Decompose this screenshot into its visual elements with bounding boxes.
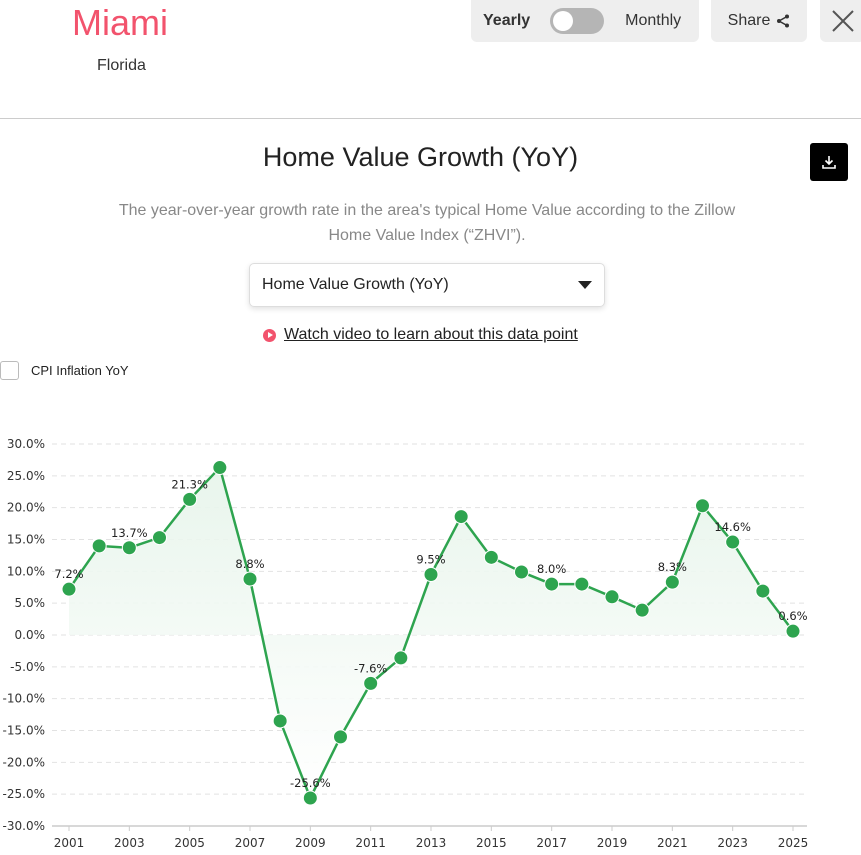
data-point-2018 (574, 576, 590, 592)
y-tick-label: 5.0% (15, 596, 46, 610)
data-point-2009 (302, 790, 318, 806)
data-point-2023 (725, 534, 741, 550)
data-point-2012 (393, 650, 409, 666)
cpi-label: CPI Inflation YoY (31, 363, 129, 378)
data-point-2025 (785, 623, 801, 639)
data-point-2014 (453, 509, 469, 525)
data-label-2025: 0.6% (778, 609, 807, 623)
y-tick-label: -15.0% (3, 724, 45, 738)
cpi-inflation-toggle[interactable]: CPI Inflation YoY (0, 361, 129, 380)
x-tick-label: 2003 (114, 836, 145, 850)
data-label-2021: 8.3% (658, 560, 687, 574)
close-button[interactable] (820, 0, 861, 42)
y-tick-label: 25.0% (7, 469, 45, 483)
watch-video-label: Watch video to learn about this data poi… (284, 326, 578, 343)
toggle-monthly-label[interactable]: Monthly (625, 12, 682, 29)
x-tick-label: 2009 (295, 836, 326, 850)
data-point-2015 (483, 549, 499, 565)
state-name: Florida (97, 57, 146, 74)
data-point-2017 (544, 576, 560, 592)
data-label-2003: 13.7% (111, 526, 148, 540)
cpi-checkbox[interactable] (0, 361, 19, 380)
y-tick-label: -30.0% (3, 819, 45, 833)
data-point-2006 (212, 460, 228, 476)
y-tick-label: 20.0% (7, 501, 45, 515)
download-icon (822, 156, 836, 169)
data-point-2013 (423, 567, 439, 583)
x-tick-label: 2019 (597, 836, 628, 850)
x-tick-label: 2007 (235, 836, 266, 850)
x-tick-label: 2023 (717, 836, 748, 850)
data-point-2004 (152, 530, 167, 546)
data-label-2023: 14.6% (714, 520, 751, 534)
close-icon (831, 10, 854, 32)
area-fill (69, 467, 793, 798)
data-point-2005 (182, 491, 198, 507)
data-point-2008 (272, 713, 288, 729)
x-tick-label: 2001 (54, 836, 85, 850)
data-point-2019 (604, 589, 620, 605)
caret-down-icon (578, 281, 592, 289)
x-tick-label: 2017 (536, 836, 567, 850)
y-tick-label: -5.0% (10, 660, 45, 674)
y-tick-label: -10.0% (3, 692, 45, 706)
share-button[interactable]: Share (711, 0, 807, 42)
metric-select-value: Home Value Growth (YoY) (262, 276, 449, 293)
data-label-2017: 8.0% (537, 562, 566, 576)
metric-select[interactable]: Home Value Growth (YoY) (249, 263, 605, 307)
download-button[interactable] (810, 143, 848, 181)
data-point-2016 (514, 564, 529, 580)
header-divider (0, 118, 861, 119)
growth-chart: 30.0% 25.0% 20.0% 15.0% 10.0% 5.0% 0.0% -5.0% -1… (3, 437, 809, 850)
y-tick-label: 30.0% (7, 437, 45, 451)
data-point-2022 (695, 498, 710, 514)
chart-title: Home Value Growth (YoY) (262, 142, 579, 172)
data-point-2020 (634, 602, 650, 618)
data-point-2024 (755, 583, 771, 599)
period-switch[interactable] (550, 8, 605, 34)
data-point-2002 (91, 538, 107, 554)
data-label-2007: 8.8% (235, 557, 264, 571)
toggle-yearly-label[interactable]: Yearly (483, 12, 531, 29)
switch-knob (553, 11, 574, 31)
data-point-2007 (242, 571, 258, 587)
x-tick-label: 2013 (416, 836, 447, 850)
share-icon (777, 14, 790, 28)
y-tick-label: 15.0% (7, 533, 45, 547)
watch-video-link[interactable]: Watch video to learn about this data poi… (263, 326, 578, 344)
data-label-2001: 7.2% (54, 567, 83, 581)
x-tick-label: 2011 (355, 836, 386, 850)
period-toggle: Yearly Monthly (471, 0, 699, 42)
chart-description: The year-over-year growth rate in the ar… (118, 202, 736, 244)
data-point-2010 (333, 729, 348, 745)
y-tick-label: 10.0% (7, 564, 45, 578)
x-tick-label: 2025 (778, 836, 809, 850)
play-icon (263, 328, 276, 342)
data-label-2005: 21.3% (171, 477, 208, 491)
x-tick-label: 2015 (476, 836, 507, 850)
x-tick-label: 2021 (657, 836, 688, 850)
data-label-2013: 9.5% (416, 553, 445, 567)
x-tick-label: 2005 (174, 836, 205, 850)
data-point-2003 (121, 540, 137, 556)
data-point-2001 (61, 581, 77, 597)
city-name: Miami (72, 2, 168, 43)
share-label: Share (727, 12, 771, 29)
data-label-2009: -25.6% (290, 776, 331, 790)
data-point-2021 (664, 574, 680, 590)
data-point-2011 (363, 675, 379, 691)
y-tick-label: 0.0% (15, 628, 46, 642)
y-tick-label: -25.0% (3, 787, 45, 801)
y-tick-label: -20.0% (3, 755, 45, 769)
data-label-2011: -7.6% (354, 661, 387, 675)
